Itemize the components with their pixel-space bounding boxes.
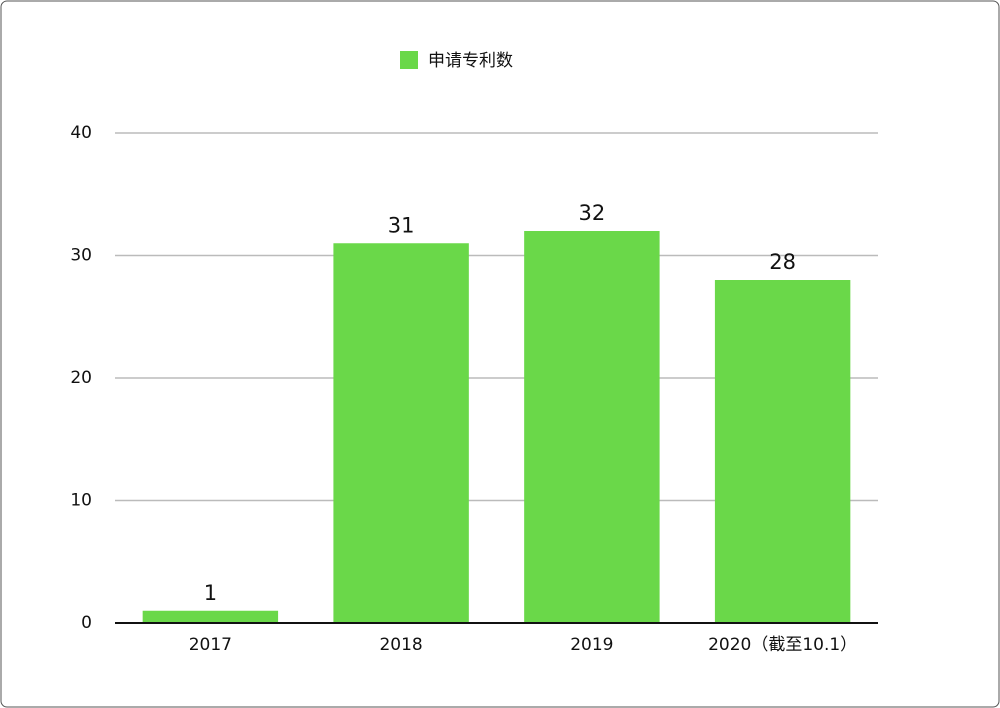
x-tick-label: 2019: [570, 635, 613, 655]
legend-label: 申请专利数: [428, 51, 513, 71]
x-tick-label: 2020（截至10.1）: [708, 635, 857, 655]
y-tick-label: 20: [70, 368, 92, 388]
y-tick-label: 0: [81, 613, 92, 633]
bar: [333, 243, 469, 623]
x-tick-label: 2017: [189, 635, 232, 655]
bar: [714, 280, 851, 623]
bar: [142, 610, 279, 623]
value-label: 31: [388, 213, 415, 237]
y-tick-label: 10: [70, 491, 92, 511]
legend-swatch: [400, 51, 418, 69]
y-tick-label: 30: [70, 246, 92, 266]
value-label: 1: [204, 581, 217, 605]
bar: [524, 231, 660, 623]
value-label: 28: [769, 250, 796, 274]
x-tick-label: 2018: [379, 635, 422, 655]
value-label: 32: [579, 201, 606, 225]
y-tick-label: 40: [70, 123, 92, 143]
